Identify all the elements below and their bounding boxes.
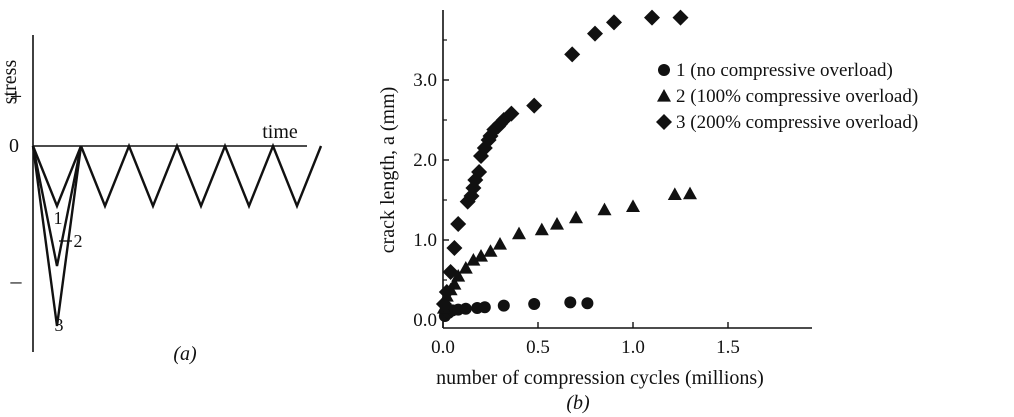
- data-point: [435, 296, 452, 312]
- data-points: [435, 9, 697, 322]
- x-tick-label: 0.5: [526, 337, 550, 358]
- data-point: [438, 284, 455, 300]
- data-point: [683, 186, 697, 200]
- data-point: [493, 237, 507, 250]
- x-axis-label: number of compression cycles (millions): [436, 367, 764, 389]
- y-axis-label: crack length, a (mm): [377, 87, 399, 254]
- legend-marker: [656, 114, 672, 130]
- series-3: [435, 9, 689, 312]
- series-2: [436, 186, 697, 314]
- overload-cycle-1: [31, 145, 83, 210]
- panel-a-caption: (a): [173, 343, 197, 365]
- stress-axis-label: stress: [0, 60, 21, 105]
- data-point: [446, 240, 463, 256]
- y-tick-label: 2.0: [413, 150, 437, 171]
- x-tick-label: 1.0: [621, 337, 645, 358]
- curve-label-1: 1: [54, 208, 63, 228]
- series-1: [438, 296, 594, 322]
- overload-cycle-3: [31, 145, 83, 327]
- data-point: [471, 164, 488, 180]
- time-axis-label: time: [262, 121, 298, 143]
- data-point: [451, 269, 466, 282]
- curve-label-3: 3: [55, 315, 64, 335]
- data-point: [534, 222, 549, 236]
- overload-cycle-2: [31, 145, 83, 267]
- data-point: [672, 9, 689, 26]
- data-point: [458, 261, 473, 274]
- data-point: [581, 297, 594, 310]
- data-point: [450, 216, 467, 232]
- data-point: [550, 217, 564, 230]
- data-point: [569, 210, 583, 224]
- data-point: [564, 46, 581, 63]
- curve-label-2: 2: [74, 231, 83, 251]
- cyclic-loading-wave: [79, 142, 323, 210]
- legend-marker: [657, 89, 671, 102]
- panel-b-caption: (b): [566, 392, 590, 414]
- data-point: [597, 202, 612, 216]
- data-point: [442, 264, 459, 280]
- panel-a: stress + 0 – time 1 2 3 (a): [0, 35, 323, 365]
- panel-b: 0.0 1.0 2.0 3.0 0.0 0.5 1.0 1.5 crack length, a…: [377, 9, 918, 414]
- data-point: [474, 249, 488, 262]
- data-point: [626, 199, 640, 212]
- minus-sign: –: [10, 268, 23, 293]
- legend-marker: [658, 64, 670, 76]
- data-point: [447, 277, 462, 290]
- y-tick-label: 3.0: [413, 70, 437, 91]
- data-point: [459, 302, 472, 315]
- legend-label: 3 (200% compressive overload): [676, 112, 918, 133]
- data-point: [478, 301, 491, 314]
- data-point: [587, 25, 603, 42]
- data-point: [644, 9, 660, 26]
- legend: 1 (no compressive overload) 2 (100% compr…: [656, 60, 918, 133]
- y-tick-label: 1.0: [413, 230, 437, 251]
- stress-waveforms: [31, 142, 323, 327]
- x-tick-label: 0.0: [431, 337, 455, 358]
- data-point: [564, 296, 577, 309]
- data-point: [497, 299, 510, 312]
- data-point: [466, 253, 481, 266]
- x-tick-label: 1.5: [716, 337, 740, 358]
- zero-label: 0: [9, 135, 19, 157]
- legend-label: 2 (100% compressive overload): [676, 86, 918, 107]
- data-point: [483, 244, 498, 257]
- data-point: [503, 105, 520, 122]
- legend-label: 1 (no compressive overload): [676, 60, 893, 81]
- data-point: [667, 187, 682, 200]
- y-tick-label: 0.0: [413, 310, 437, 331]
- plus-sign: +: [10, 84, 22, 109]
- data-point: [526, 97, 543, 114]
- data-point: [528, 298, 541, 310]
- data-point: [512, 226, 526, 240]
- data-point: [606, 14, 622, 31]
- axis-ticks: 0.0 1.0 2.0 3.0 0.0 0.5 1.0 1.5: [413, 39, 740, 358]
